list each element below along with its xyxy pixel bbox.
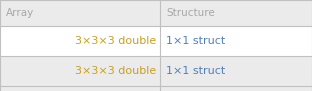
Text: 1×1 struct: 1×1 struct [166,66,225,76]
Text: 3×3×3 double: 3×3×3 double [75,66,156,76]
Bar [0,56,312,86]
Text: 3×3×3 double: 3×3×3 double [75,36,156,46]
Text: Array: Array [6,8,34,18]
Text: 1×1 struct: 1×1 struct [166,36,225,46]
Text: Structure: Structure [166,8,215,18]
Bar [0,26,312,56]
Bar [0,0,312,26]
